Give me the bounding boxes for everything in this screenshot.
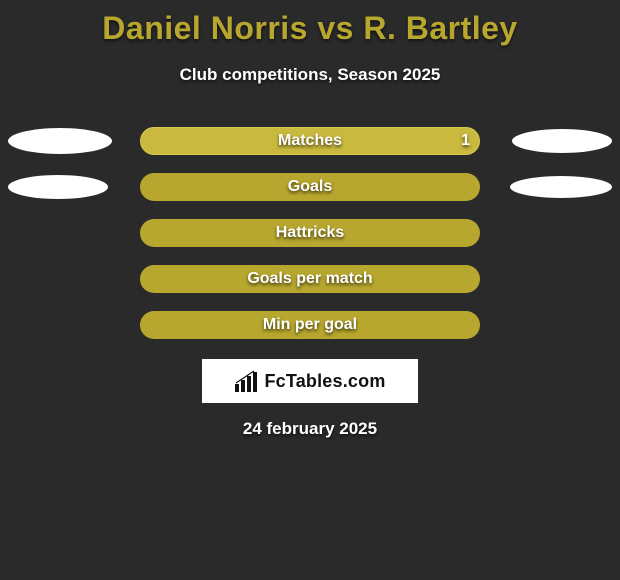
- comparison-row: Matches1: [0, 125, 620, 157]
- stat-label: Min per goal: [140, 309, 480, 341]
- stat-label: Goals: [140, 171, 480, 203]
- stat-label: Matches: [140, 125, 480, 157]
- bars-icon: [234, 370, 260, 392]
- comparison-row: Min per goal: [0, 309, 620, 341]
- comparison-row: Goals per match: [0, 263, 620, 295]
- comparison-row: Goals: [0, 171, 620, 203]
- stat-label: Hattricks: [140, 217, 480, 249]
- left-value-ellipse: [8, 175, 108, 199]
- page-title: Daniel Norris vs R. Bartley: [0, 0, 620, 47]
- stat-value-right: 1: [461, 125, 470, 157]
- comparison-row: Hattricks: [0, 217, 620, 249]
- comparison-rows: Matches1 Goals Hattricks Goals per match Min…: [0, 125, 620, 341]
- logo-box: FcTables.com: [202, 359, 418, 403]
- right-value-ellipse: [510, 176, 612, 198]
- date-text: 24 february 2025: [0, 419, 620, 439]
- logo-text: FcTables.com: [264, 371, 385, 392]
- left-value-ellipse: [8, 128, 112, 154]
- stat-label: Goals per match: [140, 263, 480, 295]
- right-value-ellipse: [512, 129, 612, 153]
- page-subtitle: Club competitions, Season 2025: [0, 65, 620, 85]
